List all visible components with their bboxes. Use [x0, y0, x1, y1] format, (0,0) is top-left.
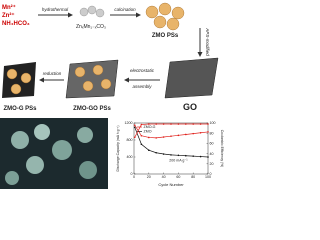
- node-label: ZMO-G PSs: [3, 106, 37, 112]
- data-point: [185, 123, 187, 125]
- step-label: APS-modified: [205, 27, 210, 56]
- chart: 0 20 40 60 80 10004008001200020406080100Cycle…: [110, 118, 225, 189]
- data-point: [162, 123, 165, 125]
- data-point: [192, 132, 194, 135]
- node-label: GO: [183, 102, 197, 112]
- node-label: ZnₓMn₁₋ₓCO₃: [76, 24, 106, 30]
- x-tick-label: 100: [205, 175, 211, 179]
- y2-axis-label: Coulombic Efficiency (%): [220, 130, 224, 168]
- data-point: [192, 155, 194, 157]
- legend-label: ZMO-G: [144, 125, 156, 129]
- data-point: [148, 123, 150, 125]
- x-tick-label: 20: [147, 175, 151, 179]
- y-tick-label: 800: [127, 138, 133, 142]
- data-point: [133, 124, 136, 126]
- plot-frame: [133, 122, 209, 175]
- x-tick-label: 80: [191, 175, 195, 179]
- y-axis-label: Discharge Capacity (mA h g⁻¹): [116, 125, 120, 171]
- data-point: [140, 123, 143, 126]
- data-point: [170, 154, 172, 156]
- data-point: [185, 133, 187, 136]
- data-point: [199, 155, 202, 158]
- y2-tick-label: 40: [210, 152, 214, 156]
- reagent: NH₄HCO₃: [2, 21, 30, 27]
- step-label: electrostatic: [130, 68, 155, 73]
- zmo-go-composite: [65, 59, 119, 99]
- data-point: [199, 123, 202, 125]
- x-tick-label: 60: [176, 175, 180, 179]
- carbonate-spheres: [79, 5, 105, 18]
- y2-tick-label: 80: [210, 131, 214, 135]
- y-tick-label: 400: [127, 155, 133, 159]
- y-tick-label: 1200: [125, 121, 133, 125]
- data-point: [207, 131, 209, 133]
- x-tick-label: 0: [133, 175, 135, 179]
- data-point: [155, 123, 157, 125]
- y-tick-label: 0: [131, 172, 133, 176]
- node-label: ZMO PSs: [152, 33, 179, 39]
- graphical-abstract: Mn²⁺ Zn²⁺ NH₄HCO₃ hydrothermal ZnₓMn₁₋ₓC…: [0, 2, 225, 189]
- data-point: [162, 136, 165, 138]
- zmo-g-composite: [2, 62, 36, 98]
- data-point: [192, 123, 194, 125]
- data-point: [148, 149, 150, 151]
- data-point: [207, 123, 209, 125]
- y2-tick-label: 20: [210, 162, 214, 166]
- data-point: [162, 153, 165, 155]
- y2-tick-label: 60: [210, 142, 214, 146]
- reagent: Zn²⁺: [2, 12, 15, 19]
- data-point: [185, 154, 187, 157]
- step-label: calcination: [114, 7, 136, 12]
- node-label: ZMO-GO PSs: [73, 106, 111, 112]
- data-point: [155, 151, 157, 154]
- data-point: [140, 134, 143, 137]
- y2-tick-label: 0: [210, 172, 212, 176]
- data-point: [140, 143, 143, 146]
- legend-label: ZMO: [144, 130, 152, 134]
- data-point: [170, 135, 172, 137]
- x-axis-label: Cycle Number: [158, 182, 184, 187]
- annotation: 200 mA g⁻¹: [169, 158, 188, 162]
- data-point: [148, 136, 150, 139]
- step-label: assembly: [132, 84, 152, 89]
- data-point: [199, 131, 202, 134]
- data-point: [207, 156, 209, 158]
- data-point: [170, 123, 172, 125]
- data-point: [133, 136, 136, 139]
- data-point: [133, 126, 136, 129]
- reagent: Mn²⁺: [2, 4, 16, 11]
- chart-bg: [110, 118, 225, 189]
- x-tick-label: 40: [162, 175, 166, 179]
- data-point: [155, 137, 157, 139]
- step-label: reduction: [43, 71, 62, 76]
- step-label: hydrothermal: [42, 7, 69, 12]
- y2-tick-label: 100: [210, 121, 216, 125]
- zmo-spheres: [145, 2, 185, 31]
- data-point: [177, 154, 180, 157]
- sem-image: [0, 118, 108, 189]
- go-sheet: [164, 57, 219, 99]
- data-point: [177, 123, 180, 125]
- data-point: [177, 134, 180, 137]
